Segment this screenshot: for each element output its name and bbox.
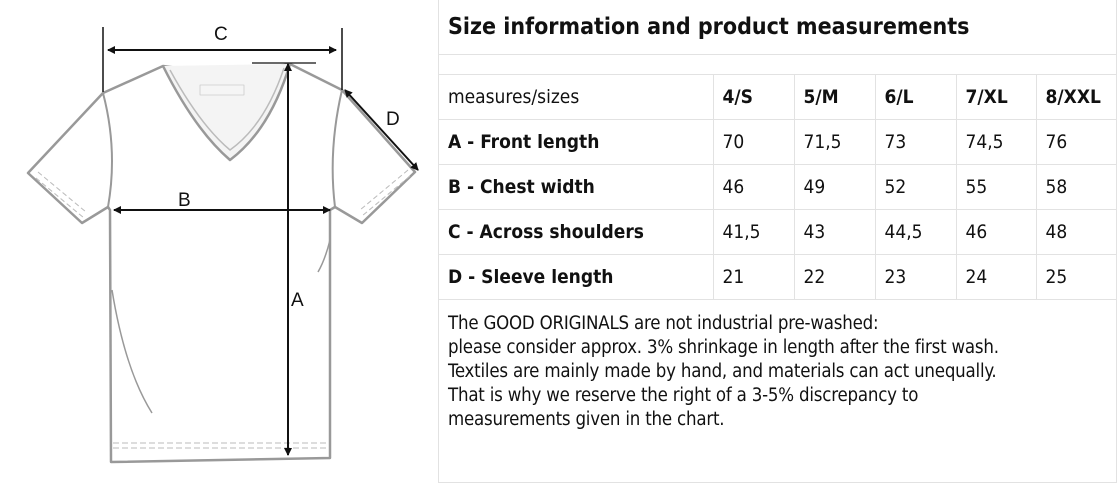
size-header: 5/M (793, 74, 875, 120)
row-label: B - Chest width (439, 164, 713, 210)
cell: 58 (1035, 164, 1116, 210)
cell: 70 (712, 119, 794, 165)
care-note: The GOOD ORIGINALS are not industrial pr… (448, 313, 999, 430)
cell: 76 (1035, 119, 1116, 165)
row-label: C - Across shoulders (439, 209, 713, 255)
cell: 21 (712, 254, 794, 300)
size-header: 6/L (874, 74, 956, 120)
table-title: Size information and product measurement… (439, 0, 1116, 55)
cell: 73 (874, 119, 956, 165)
label-a: A (291, 290, 304, 311)
cell: 74,5 (955, 119, 1036, 165)
size-table: Size information and product measurement… (439, 0, 1116, 300)
row-label: D - Sleeve length (439, 254, 713, 300)
cell: 52 (874, 164, 956, 210)
cell: 55 (955, 164, 1036, 210)
cell: 46 (712, 164, 794, 210)
label-tag (199, 84, 245, 96)
cell: 44,5 (874, 209, 956, 255)
size-header: 7/XL (955, 74, 1036, 120)
cell: 71,5 (793, 119, 875, 165)
size-header: 4/S (712, 74, 794, 120)
tshirt-outline (26, 62, 417, 464)
measure-d-arrow (344, 89, 419, 171)
cell: 23 (874, 254, 956, 300)
table-row: D - Sleeve length 21 22 23 24 25 (439, 254, 1116, 300)
cell: 46 (955, 209, 1036, 255)
cell: 24 (955, 254, 1036, 300)
label-d: D (386, 109, 400, 130)
label-b: B (178, 190, 191, 211)
cell: 41,5 (712, 209, 794, 255)
label-c: C (214, 24, 228, 45)
table-header-row: measures/sizes 4/S 5/M 6/L 7/XL 8/XXL (439, 74, 1116, 120)
size-chart-panel: Size information and product measurement… (438, 0, 1117, 483)
row-label: A - Front length (439, 119, 713, 165)
table-row: B - Chest width 46 49 52 55 58 (439, 164, 1116, 210)
table-row: A - Front length 70 71,5 73 74,5 76 (439, 119, 1116, 165)
cell: 49 (793, 164, 875, 210)
table-row: C - Across shoulders 41,5 43 44,5 46 48 (439, 209, 1116, 255)
size-header: 8/XXL (1035, 74, 1116, 120)
header-label: measures/sizes (439, 74, 713, 120)
cell: 25 (1035, 254, 1116, 300)
cell: 48 (1035, 209, 1116, 255)
cell: 22 (793, 254, 875, 300)
tshirt-measurement-diagram: C B A D (26, 24, 419, 464)
cell: 43 (793, 209, 875, 255)
